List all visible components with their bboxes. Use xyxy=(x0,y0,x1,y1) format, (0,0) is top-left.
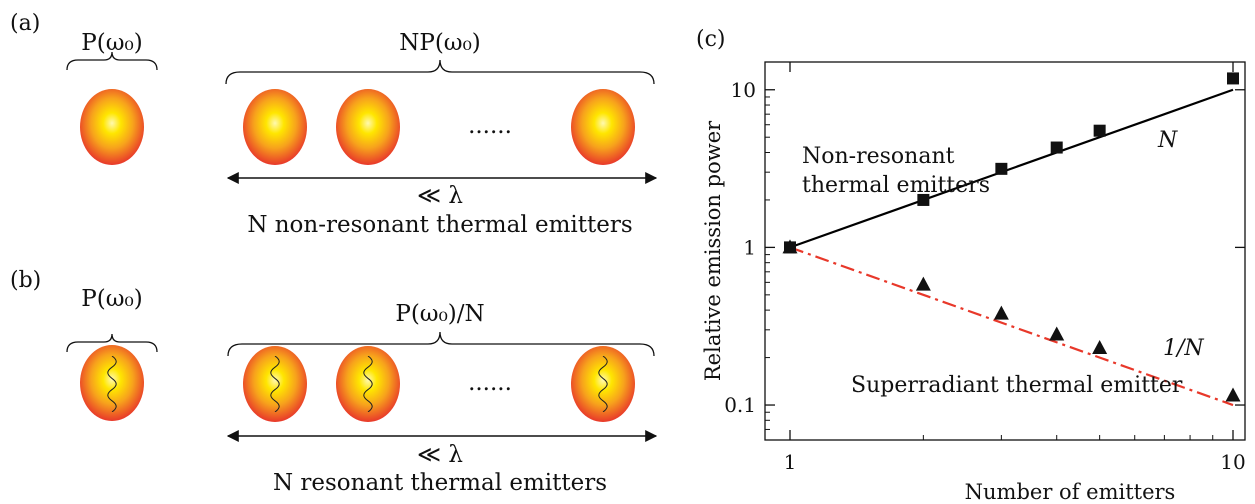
fit-line-n xyxy=(789,88,1234,249)
y-axis-title: Relative emission power xyxy=(701,120,725,381)
y-tick-label: 10 xyxy=(731,78,756,102)
emitter-a-1 xyxy=(243,89,307,165)
fit-label-inverse-n: 1/N xyxy=(1163,336,1204,361)
x-axis-title: Number of emitters xyxy=(965,480,1176,504)
x-tick-label: 10 xyxy=(1220,450,1245,474)
spacing-label-b: ≪ λ xyxy=(417,442,463,468)
emitter-b-1 xyxy=(243,346,307,422)
chart-layer: 0.1 1 10 1 10 xyxy=(724,62,1246,474)
data-point-square xyxy=(917,193,930,206)
single-emitter-b xyxy=(80,345,144,421)
spacing-label-a: ≪ λ xyxy=(417,183,463,209)
group-brace-a xyxy=(225,59,655,85)
caption-b: N resonant thermal emitters xyxy=(273,470,607,496)
emitter-a-2 xyxy=(336,89,400,165)
fit-label-n: N xyxy=(1157,128,1178,153)
annotation-nonresonant-line2: thermal emitters xyxy=(802,173,990,198)
data-point-triangle xyxy=(993,305,1009,320)
data-point-square xyxy=(1050,141,1063,154)
single-emitter-power-label-b: P(ω₀) xyxy=(81,286,142,312)
emitter-b-n xyxy=(571,346,635,422)
data-point-triangle xyxy=(915,276,931,291)
caption-a: N non-resonant thermal emitters xyxy=(247,212,632,238)
data-point-triangle xyxy=(1225,387,1241,402)
y-tick-label: 1 xyxy=(743,235,756,259)
emitter-b-2 xyxy=(336,346,400,422)
plot-frame xyxy=(764,61,1246,441)
single-emitter-a xyxy=(80,89,144,165)
data-point-square xyxy=(995,162,1008,175)
data-point-triangle xyxy=(1049,326,1065,341)
ellipsis-a: ...... xyxy=(468,113,512,139)
panel-a-label: (a) xyxy=(10,11,40,36)
single-emitter-brace-b xyxy=(66,333,158,353)
data-point-triangle xyxy=(1092,340,1108,355)
y-tick-label: 0.1 xyxy=(724,393,756,417)
panel-c-label: (c) xyxy=(696,27,726,52)
fit-line-inverse-n xyxy=(789,246,1234,407)
data-point-triangle xyxy=(782,239,798,254)
group-power-label-b: P(ω₀)/N xyxy=(395,301,484,327)
panel-c: (c) 0.1 1 10 1 10 Number of emitters Relativ… xyxy=(696,27,1246,504)
group-brace-b xyxy=(227,331,655,357)
ellipsis-b: ...... xyxy=(468,370,512,396)
panel-b: (b) P(ω₀) P(ω₀)/N ...... ≪ λ N resonant … xyxy=(10,268,658,496)
x-tick-label: 1 xyxy=(784,450,797,474)
annotation-nonresonant-line1: Non-resonant xyxy=(802,144,955,169)
annotation-superradiant: Superradiant thermal emitter xyxy=(851,373,1183,398)
panel-b-label: (b) xyxy=(10,268,41,293)
data-point-square xyxy=(1093,124,1106,137)
single-emitter-brace xyxy=(66,51,158,71)
panel-a: (a) P(ω₀) NP(ω₀) ...... ≪ λ N non-resona… xyxy=(10,11,658,238)
group-power-label: NP(ω₀) xyxy=(399,30,481,56)
emitter-a-n xyxy=(571,89,635,165)
data-point-square xyxy=(1227,72,1239,85)
single-emitter-power-label: P(ω₀) xyxy=(81,30,142,56)
